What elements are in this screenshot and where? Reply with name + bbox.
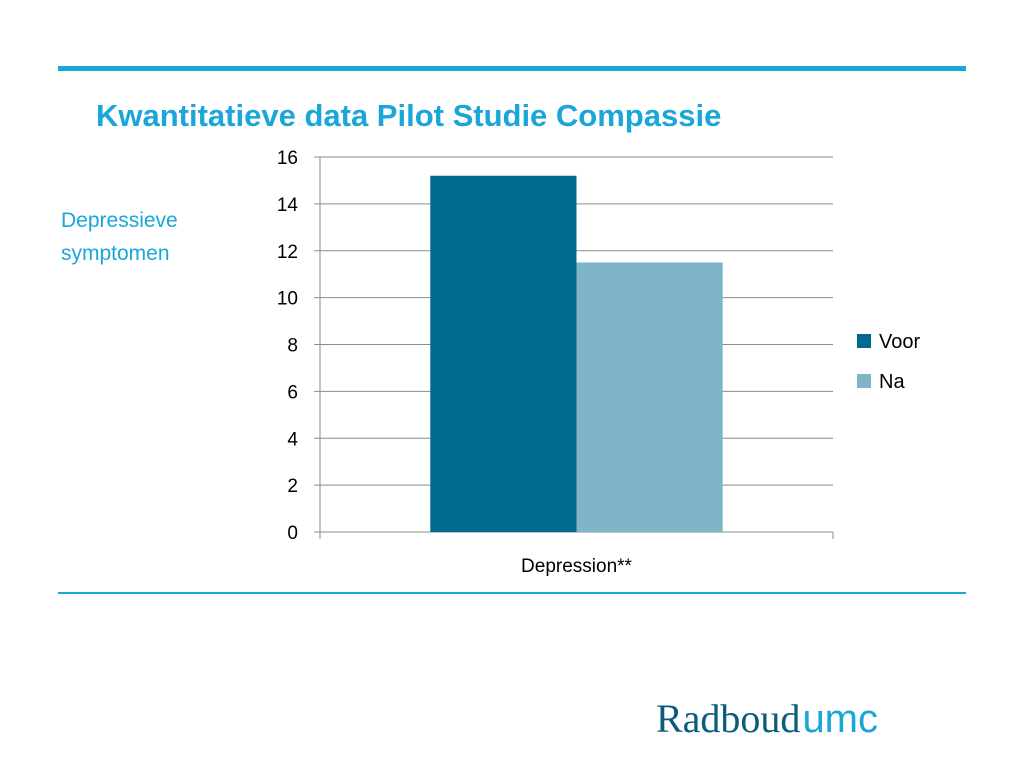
y-tick-label: 0 bbox=[287, 523, 298, 544]
top-accent-rule bbox=[58, 66, 966, 71]
legend-label-na: Na bbox=[879, 371, 905, 393]
y-tick-label: 12 bbox=[277, 242, 298, 263]
side-label-line-2: symptomen bbox=[61, 242, 170, 265]
y-tick-label: 4 bbox=[287, 429, 298, 450]
bottom-accent-rule bbox=[58, 592, 966, 594]
y-tick-label: 10 bbox=[277, 289, 298, 310]
bar-voor bbox=[430, 175, 577, 532]
radboudumc-logo: Radboudumc bbox=[656, 692, 878, 746]
y-tick-label: 14 bbox=[277, 195, 299, 216]
y-tick-label: 6 bbox=[287, 382, 298, 403]
slide-title: Kwantitatieve data Pilot Studie Compassi… bbox=[96, 98, 722, 133]
logo-text-umc: umc bbox=[802, 697, 879, 741]
x-category-label: Depression** bbox=[521, 556, 632, 577]
bar-na bbox=[576, 262, 723, 532]
legend-label-voor: Voor bbox=[879, 331, 920, 353]
logo-text-radboud: Radboud bbox=[656, 696, 801, 741]
y-tick-label: 16 bbox=[277, 148, 298, 169]
legend-swatch-na bbox=[857, 374, 871, 388]
y-tick-label: 2 bbox=[287, 476, 298, 497]
side-label-line-1: Depressieve bbox=[61, 209, 178, 232]
legend-swatch-voor bbox=[857, 334, 871, 348]
y-tick-label: 8 bbox=[287, 336, 298, 357]
side-label: Depressieve symptomen bbox=[61, 204, 231, 270]
